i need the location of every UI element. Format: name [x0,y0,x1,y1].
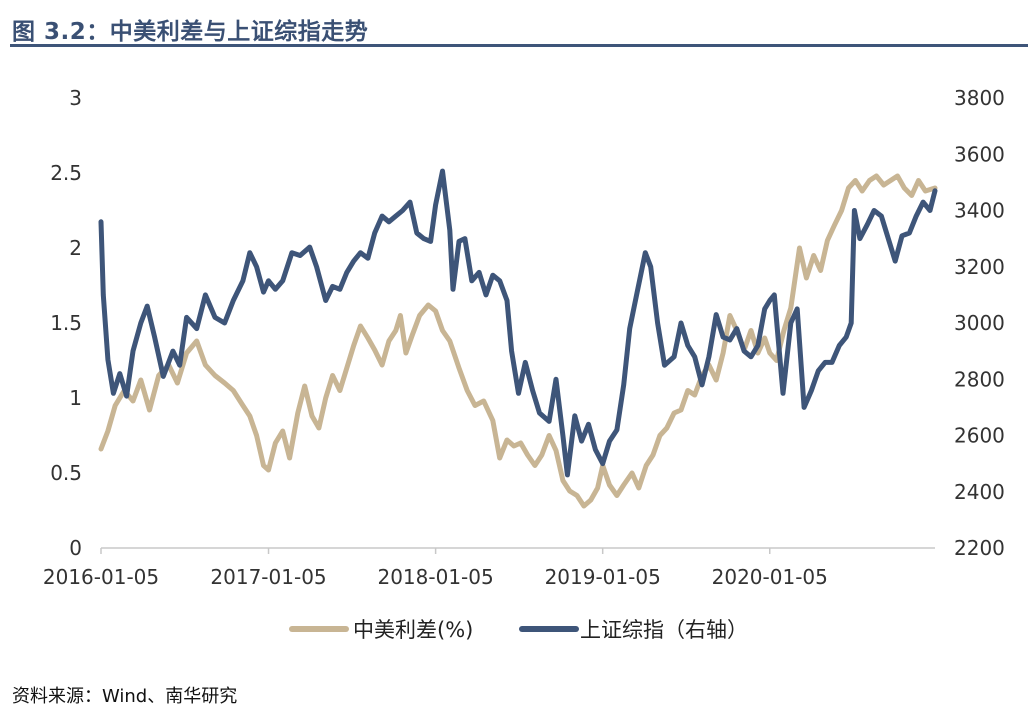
y-right-tick-label: 2800 [954,367,1005,391]
figure-title: 图 3.2：中美利差与上证综指走势 [12,19,369,45]
y-right-tick-label: 2200 [954,536,1005,560]
y-right-tick-label: 2400 [954,480,1005,504]
x-tick-label: 2019-01-05 [545,565,661,589]
y-left-tick-label: 1 [69,386,82,410]
y-right-tick-label: 3800 [954,86,1005,110]
y-left-tick-label: 2.5 [50,161,82,185]
x-tick-label: 2017-01-05 [210,565,326,589]
legend: 中美利差(%) 上证综指（右轴） [289,618,748,642]
legend-label: 中美利差(%) [353,618,473,642]
y-right-tick-label: 3200 [954,255,1005,279]
title-underline [10,44,1028,47]
y-right-tick-label: 3400 [954,199,1005,223]
y-left-tick-label: 3 [69,86,82,110]
y-right-tick-label: 2600 [954,424,1005,448]
series-layer [98,168,938,509]
series-line-index [98,168,938,478]
y-right-tick-label: 3600 [954,142,1005,166]
series-line-spread [98,173,938,509]
x-tick-label: 2018-01-05 [377,565,493,589]
y-right-tick-label: 3000 [954,311,1005,335]
x-tick-label: 2020-01-05 [712,565,828,589]
y-left-tick-label: 0.5 [50,461,82,485]
legend-label: 上证综指（右轴） [580,618,748,642]
y-left-tick-label: 1.5 [50,311,82,335]
axes-layer: 0 0.5 1 1.5 2 2.5 3 2200 2400 2600 2800 3000 3200 340… [43,86,1005,589]
x-tick-label: 2016-01-05 [43,565,159,589]
y-left-tick-label: 0 [69,536,82,560]
source-note: 资料来源：Wind、南华研究 [12,686,238,707]
y-left-tick-label: 2 [69,236,82,260]
